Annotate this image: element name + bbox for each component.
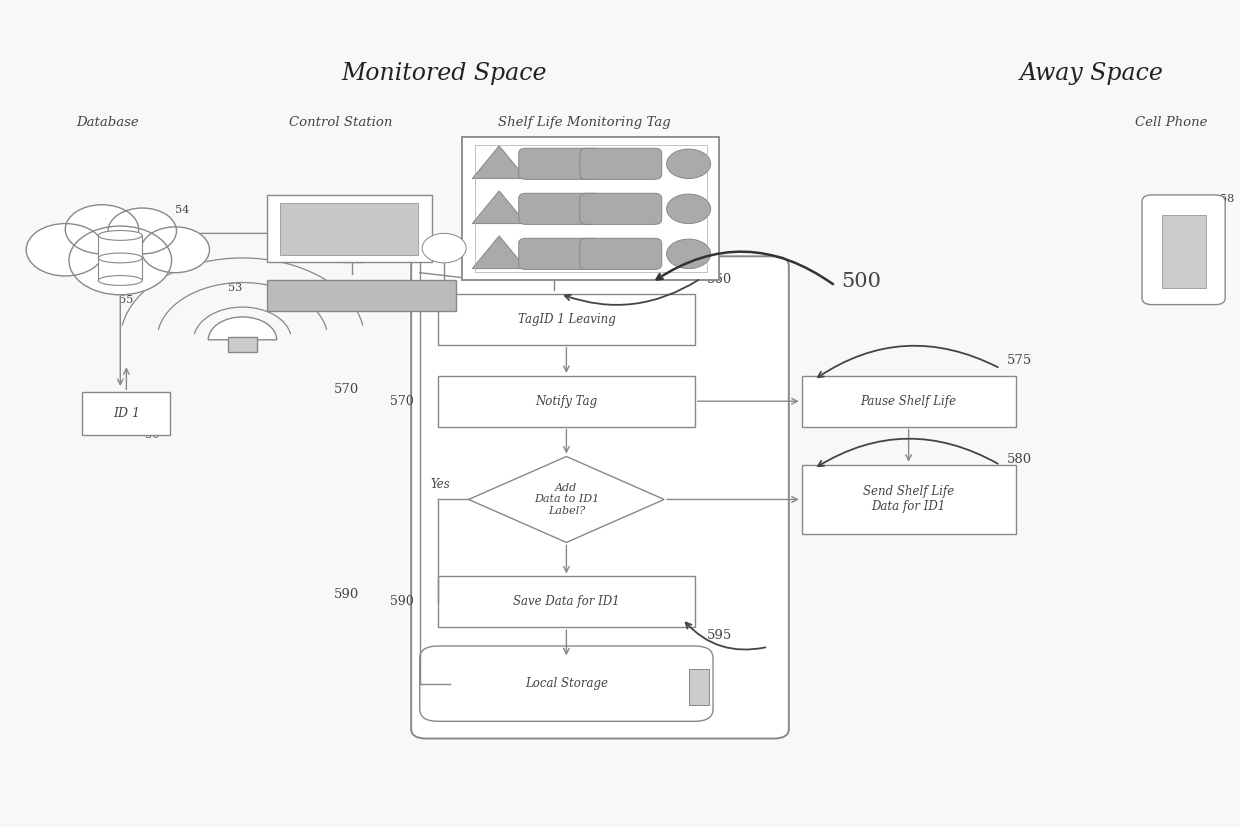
FancyBboxPatch shape <box>280 203 418 255</box>
Text: 590: 590 <box>389 595 414 609</box>
Text: ID 1: ID 1 <box>113 407 140 420</box>
Ellipse shape <box>98 275 143 285</box>
Ellipse shape <box>98 253 143 263</box>
FancyBboxPatch shape <box>98 236 143 280</box>
FancyBboxPatch shape <box>438 294 694 345</box>
Polygon shape <box>469 457 665 543</box>
Text: Database: Database <box>77 117 139 129</box>
Circle shape <box>667 149 711 179</box>
Circle shape <box>141 227 210 273</box>
Text: Control Station: Control Station <box>289 117 392 129</box>
Text: 575: 575 <box>1007 355 1032 367</box>
Text: 570: 570 <box>389 394 414 408</box>
Text: 51: 51 <box>414 232 428 242</box>
FancyBboxPatch shape <box>1162 214 1205 289</box>
FancyBboxPatch shape <box>518 194 600 224</box>
Text: 560: 560 <box>707 273 732 285</box>
Circle shape <box>422 233 466 263</box>
Text: Cell Phone: Cell Phone <box>1135 117 1208 129</box>
Text: 595: 595 <box>707 629 732 642</box>
FancyBboxPatch shape <box>802 465 1016 534</box>
FancyBboxPatch shape <box>688 669 709 705</box>
Text: Shelf Life Monitoring Tag: Shelf Life Monitoring Tag <box>498 117 671 129</box>
FancyBboxPatch shape <box>580 194 662 224</box>
Circle shape <box>667 239 711 269</box>
FancyBboxPatch shape <box>267 195 432 262</box>
Text: 56: 56 <box>145 430 159 440</box>
FancyBboxPatch shape <box>438 375 694 427</box>
FancyBboxPatch shape <box>412 256 789 739</box>
FancyBboxPatch shape <box>267 280 456 311</box>
Polygon shape <box>472 191 526 223</box>
Text: 580: 580 <box>1007 452 1032 466</box>
FancyBboxPatch shape <box>580 238 662 270</box>
FancyBboxPatch shape <box>802 375 1016 427</box>
Circle shape <box>108 208 176 254</box>
Text: 57: 57 <box>644 258 657 268</box>
Text: 54: 54 <box>175 205 190 215</box>
FancyBboxPatch shape <box>580 148 662 179</box>
FancyBboxPatch shape <box>438 576 694 627</box>
FancyBboxPatch shape <box>228 337 257 352</box>
FancyBboxPatch shape <box>82 392 170 435</box>
Text: 590: 590 <box>334 588 360 600</box>
FancyBboxPatch shape <box>518 148 600 179</box>
Text: Pause Shelf Life: Pause Shelf Life <box>861 394 957 408</box>
FancyBboxPatch shape <box>419 646 713 721</box>
Text: 52: 52 <box>308 218 321 227</box>
FancyBboxPatch shape <box>463 137 719 280</box>
Wedge shape <box>208 317 277 340</box>
Text: Save Data for ID1: Save Data for ID1 <box>513 595 620 609</box>
Circle shape <box>667 194 711 223</box>
Text: 58: 58 <box>1220 194 1235 204</box>
Polygon shape <box>472 236 526 269</box>
Text: 55: 55 <box>119 295 134 305</box>
Text: 570: 570 <box>334 383 360 396</box>
Text: TagID 1 Leaving: TagID 1 Leaving <box>517 313 615 326</box>
Text: Notify Tag: Notify Tag <box>536 394 598 408</box>
FancyBboxPatch shape <box>1142 195 1225 304</box>
Text: Send Shelf Life
Data for ID1: Send Shelf Life Data for ID1 <box>863 485 955 514</box>
Text: Local Storage: Local Storage <box>525 677 608 691</box>
Text: Yes: Yes <box>430 478 450 491</box>
FancyBboxPatch shape <box>518 238 600 270</box>
Text: Add
Data to ID1
Label?: Add Data to ID1 Label? <box>533 483 599 516</box>
Circle shape <box>26 223 104 276</box>
Text: Monitored Space: Monitored Space <box>341 62 547 85</box>
Circle shape <box>66 205 139 254</box>
Text: 53: 53 <box>228 283 242 293</box>
Ellipse shape <box>98 231 143 241</box>
Text: Away Space: Away Space <box>1021 62 1164 85</box>
Circle shape <box>69 226 171 294</box>
Polygon shape <box>472 146 526 179</box>
Text: 500: 500 <box>842 271 882 290</box>
